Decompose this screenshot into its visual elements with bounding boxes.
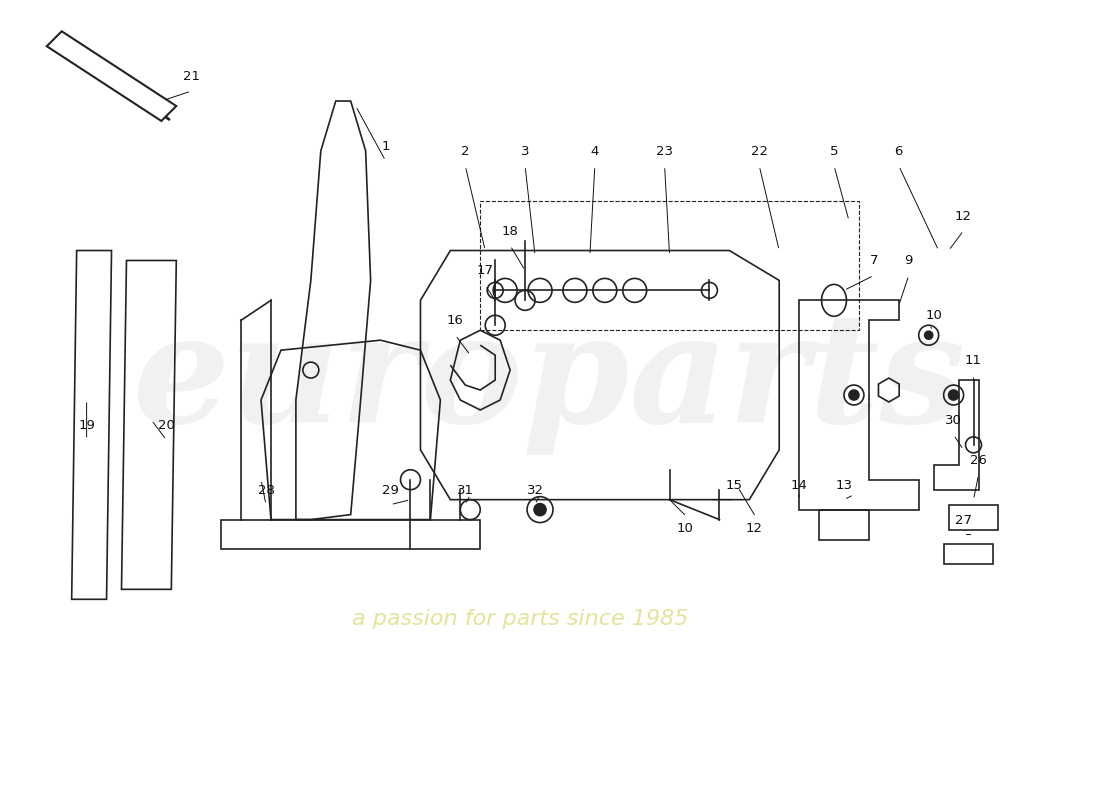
Text: 7: 7	[870, 254, 878, 267]
Text: 6: 6	[894, 145, 903, 158]
Text: 17: 17	[476, 265, 494, 278]
Circle shape	[948, 390, 958, 400]
Text: 30: 30	[945, 414, 962, 427]
Polygon shape	[47, 31, 176, 121]
Text: 29: 29	[382, 484, 399, 497]
Text: 10: 10	[925, 310, 942, 322]
Text: 22: 22	[751, 145, 768, 158]
Text: 11: 11	[965, 354, 982, 367]
Text: 4: 4	[591, 145, 600, 158]
Text: 10: 10	[676, 522, 693, 534]
Text: 28: 28	[257, 484, 274, 497]
Text: 27: 27	[955, 514, 972, 526]
Text: 23: 23	[656, 145, 673, 158]
Text: 2: 2	[461, 145, 470, 158]
Text: 13: 13	[836, 478, 852, 492]
Text: 21: 21	[183, 70, 200, 83]
Text: 14: 14	[791, 478, 807, 492]
Text: 15: 15	[726, 478, 742, 492]
Text: 16: 16	[447, 314, 464, 327]
Text: 31: 31	[456, 484, 474, 497]
Text: 32: 32	[527, 484, 543, 497]
Text: 5: 5	[829, 145, 838, 158]
Text: 18: 18	[502, 225, 518, 238]
Circle shape	[849, 390, 859, 400]
Text: 12: 12	[746, 522, 762, 534]
Text: 1: 1	[382, 140, 389, 153]
Text: 20: 20	[158, 419, 175, 432]
Circle shape	[925, 331, 933, 339]
Circle shape	[535, 504, 546, 515]
Text: 9: 9	[904, 254, 913, 267]
Text: 12: 12	[955, 210, 972, 222]
Text: a passion for parts since 1985: a passion for parts since 1985	[352, 610, 689, 630]
Text: 19: 19	[78, 419, 95, 432]
Text: europarts: europarts	[133, 306, 967, 454]
Text: 3: 3	[520, 145, 529, 158]
Text: 26: 26	[970, 454, 987, 466]
